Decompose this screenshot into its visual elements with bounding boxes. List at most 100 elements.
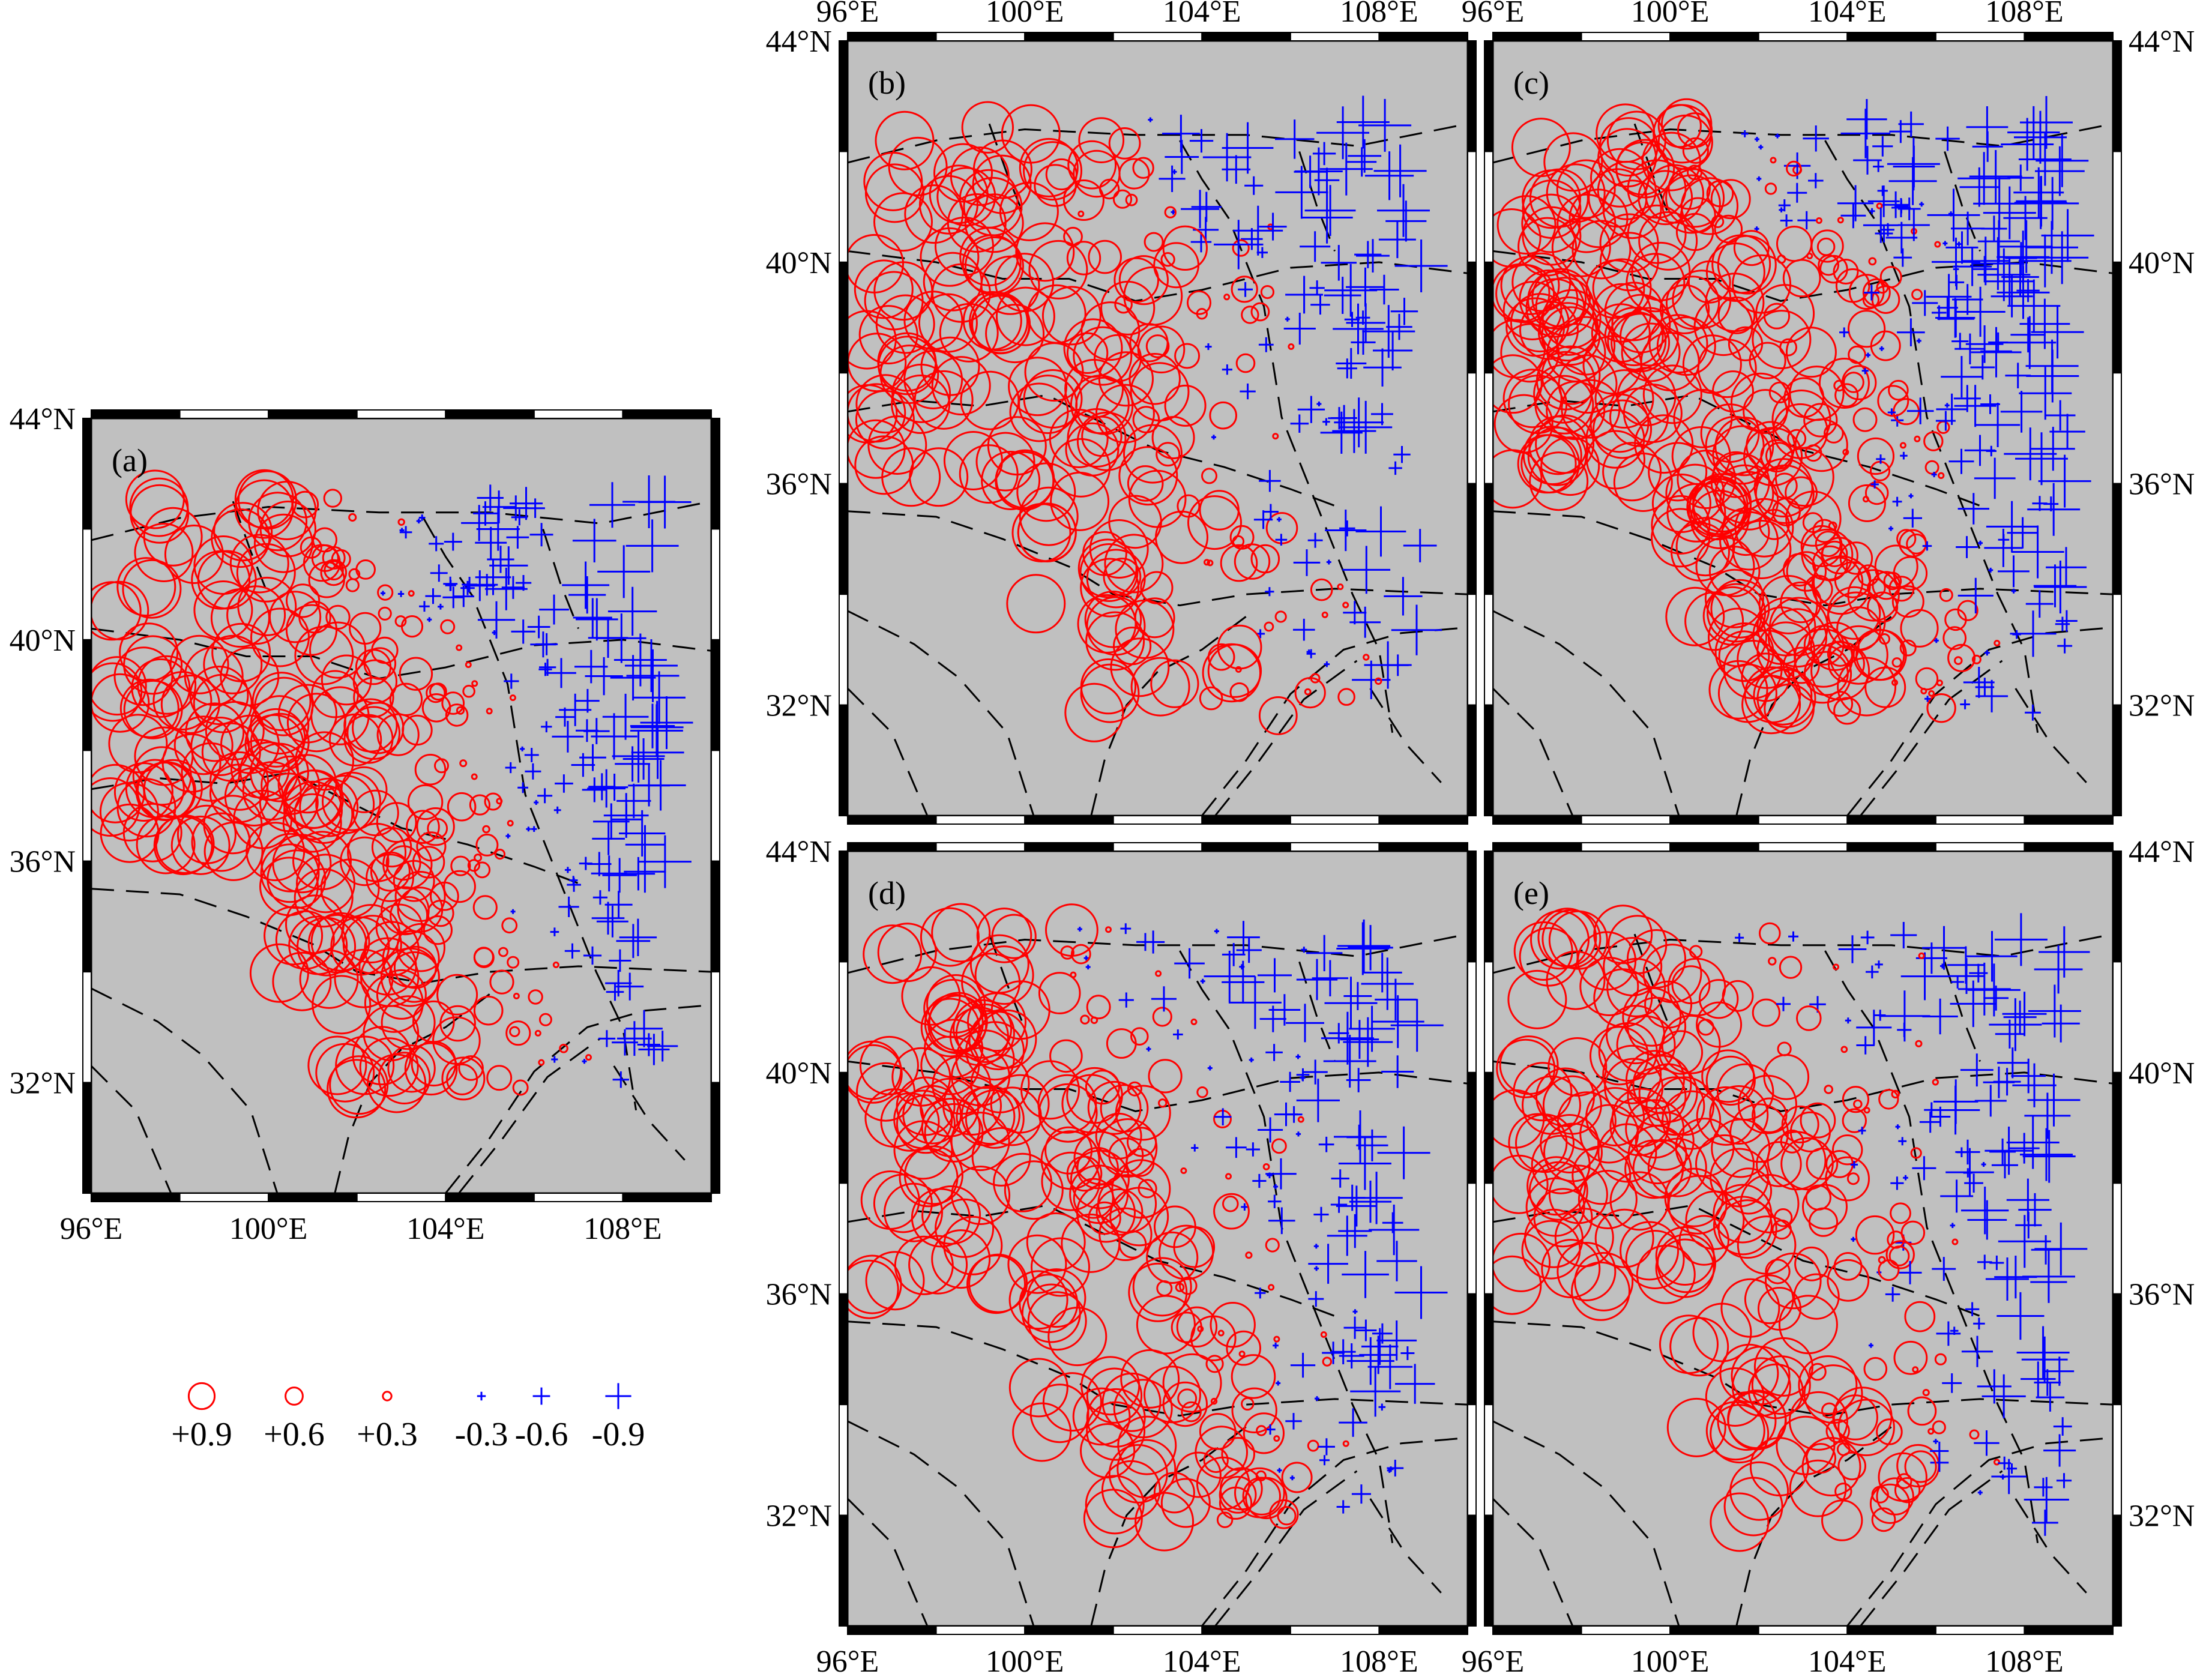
positive-station-circle [953,999,1013,1059]
negative-station-cross [1181,190,1220,229]
positive-station-circle [434,758,449,774]
positive-station-circle [976,908,1032,963]
positive-station-circle [380,947,440,1007]
negative-station-cross [2043,1434,2076,1467]
positive-station-circle [1342,1440,1349,1447]
negative-station-cross [1316,106,1370,160]
positive-station-circle [1828,625,1888,685]
negative-station-cross [1876,454,1885,464]
negative-station-cross [619,918,657,956]
negative-station-cross [1322,1341,1345,1364]
positive-station-circle [421,693,451,723]
lat-tick-label: 32°N [766,689,832,723]
negative-station-cross [1162,115,1200,152]
positive-station-circle [1779,956,1803,979]
positive-station-circle [1156,442,1181,467]
positive-station-circle [1606,110,1666,170]
fault-line [1944,151,1981,251]
negative-station-cross [609,949,631,972]
negative-station-cross [2013,167,2064,218]
positive-station-circle [378,1052,431,1104]
positive-station-circle [1759,922,1781,945]
negative-station-cross [635,760,686,811]
positive-station-circle [441,691,465,715]
positive-station-circle [394,871,446,922]
negative-station-cross [1227,921,1260,954]
positive-station-circle [1089,519,1149,579]
positive-station-circle [1891,679,1898,686]
negative-station-cross [1969,150,2022,203]
map-panel-d: (d) 96°E 100°E 104°E 108°E 32°N 36°N 40°N 44°N [766,835,1477,1679]
negative-station-cross [1265,1424,1276,1435]
negative-station-cross [2034,1478,2053,1497]
positive-station-circle [949,1007,1009,1067]
negative-station-cross [1083,956,1089,961]
positive-station-circle [1026,1212,1086,1272]
negative-station-cross [2022,1130,2076,1183]
negative-station-cross [1998,534,2010,546]
positive-station-circle [185,702,245,762]
positive-station-circle [1837,1398,1895,1457]
negative-station-cross [1394,239,1448,292]
negative-station-cross [1381,1055,1414,1088]
positive-station-circle [122,559,182,619]
lon-tick-label: 100°E [1631,1645,1710,1679]
negative-station-cross [1870,480,1879,489]
fault-line [1201,1437,1468,1626]
negative-station-cross [1882,191,1909,218]
positive-station-circle [315,774,375,834]
positive-station-circle [211,622,271,682]
fault-line [1860,1470,2003,1626]
fault-line [1735,615,1893,816]
negative-station-cross [1336,922,1390,975]
positive-station-circle [203,795,263,855]
negative-station-cross [1960,1053,1994,1087]
negative-station-cross [1912,1156,1936,1181]
positive-station-circle [1245,1251,1253,1259]
positive-station-circle [334,948,394,1008]
positive-station-circle [1853,1099,1863,1109]
negative-station-cross [553,806,561,814]
positive-station-circle [1712,425,1772,485]
positive-station-circle [1049,1039,1083,1073]
positive-station-circle [1219,1476,1257,1514]
negative-station-cross [1930,1453,1949,1472]
station-symbols [1493,96,2094,735]
positive-station-circle [1162,1353,1222,1413]
positive-station-circle [397,518,405,526]
negative-station-cross [1879,990,1930,1042]
positive-station-circle [1571,1261,1630,1321]
positive-station-circle [856,1062,915,1122]
negative-station-cross [596,905,628,938]
negative-station-cross [1324,977,1378,1030]
positive-station-circle [132,746,192,806]
negative-station-cross [2000,391,2043,433]
legend-label: +0.9 [171,1416,232,1453]
positive-station-circle [1717,297,1756,334]
negative-station-cross [1961,1335,1993,1367]
positive-station-circle [1847,569,1900,622]
positive-station-circle [377,584,394,601]
positive-station-circle [1855,1215,1895,1255]
positive-station-circle [848,1254,902,1314]
positive-station-circle [968,1253,1028,1313]
negative-station-cross [1971,256,1998,283]
positive-station-circle [130,484,190,544]
negative-station-cross [2034,1222,2088,1275]
negative-station-cross [1253,510,1273,529]
negative-station-cross [1942,1373,1962,1393]
negative-station-cross [1275,119,1315,159]
negative-station-cross [1965,1302,1980,1316]
negative-station-cross [1252,1173,1267,1188]
negative-station-cross [1314,1266,1319,1271]
legend-item: +0.6 [264,1386,325,1453]
positive-station-circle [1878,1089,1899,1110]
positive-station-circle [1771,390,1831,449]
negative-station-cross [1258,958,1292,993]
positive-station-circle [1604,282,1664,342]
station-symbols [848,903,1448,1552]
negative-station-cross [625,639,678,692]
negative-station-cross [1953,385,1981,412]
positive-station-circle [1625,1099,1685,1159]
positive-station-circle [1097,1174,1157,1234]
